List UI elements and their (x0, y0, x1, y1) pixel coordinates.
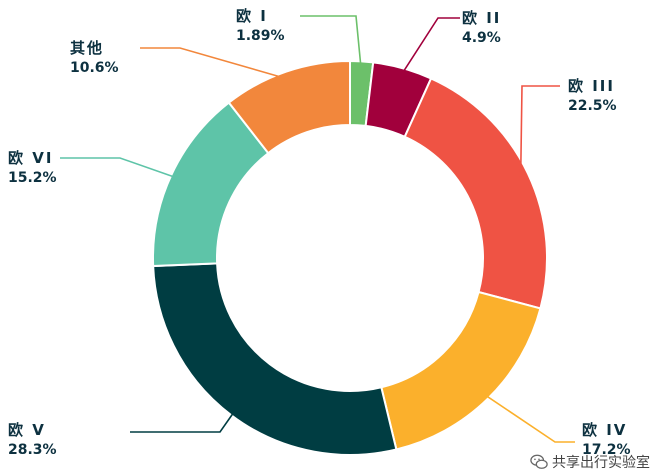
donut-slice (152, 262, 398, 456)
leader-line (140, 47, 289, 81)
slice-label: 欧 I (236, 7, 268, 25)
donut-slice (380, 290, 542, 451)
leader-line (519, 85, 560, 177)
leader-line (60, 157, 179, 180)
wechat-icon (530, 454, 548, 469)
slice-label: 欧 V (8, 421, 46, 439)
slice-label: 其他 (70, 39, 104, 57)
slice-value-label: 22.5% (568, 98, 617, 114)
leader-line (399, 17, 460, 77)
watermark-text: 共享出行实验室 (552, 455, 650, 471)
slice-value-label: 1.89% (236, 28, 285, 44)
slice-label: 欧 IV (582, 421, 627, 439)
slice-value-label: 10.6% (70, 60, 119, 76)
leader-line (481, 392, 575, 443)
slice-value-label: 17.2% (582, 442, 631, 458)
slice-value-label: 4.9% (462, 30, 501, 46)
leader-line (300, 15, 362, 70)
slice-label: 欧 II (462, 9, 501, 27)
slice-value-label: 15.2% (8, 170, 57, 186)
watermark: 共享出行实验室 (530, 452, 650, 472)
donut-slice (227, 59, 351, 155)
slice-label: 欧 VI (8, 149, 53, 167)
slice-value-label: 28.3% (8, 442, 57, 458)
donut-slice (403, 77, 548, 310)
slice-label: 欧 III (568, 77, 615, 95)
leader-line (130, 408, 237, 433)
